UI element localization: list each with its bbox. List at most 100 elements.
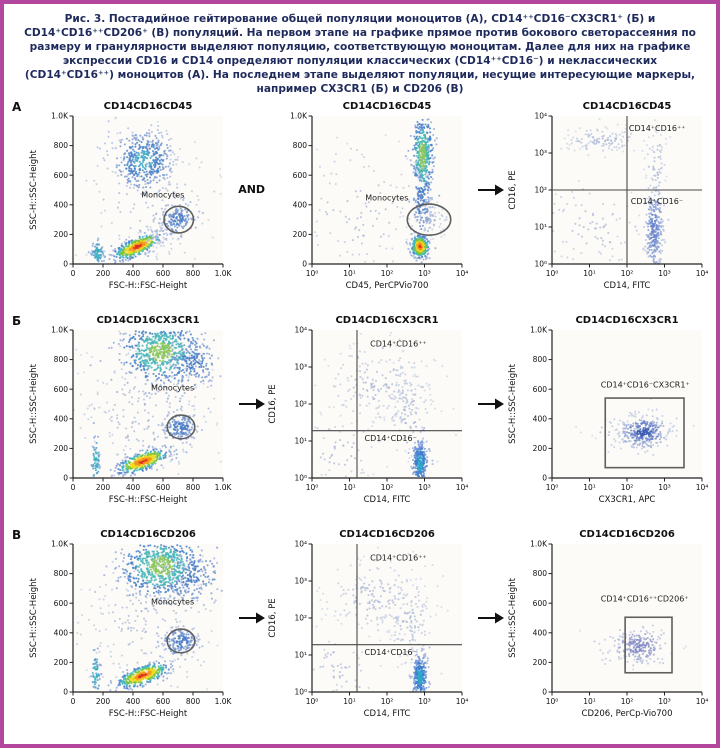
x-tick-label: 10⁴ [696, 483, 709, 492]
x-tick-label: 10⁴ [456, 483, 469, 492]
y-tick-label: 600 [293, 171, 308, 180]
row-label-Б: Б [12, 314, 22, 329]
y-tick-label: 10¹ [295, 437, 308, 446]
population-label: CD14⁺CD16⁺⁺ [629, 124, 686, 133]
x-tick-label: 400 [126, 483, 141, 492]
y-tick-label: 200 [54, 658, 69, 667]
figure-row-А: А 0 200 400 600 800 1.0K 0 200 400 600 800 1.0K CD14C… [6, 98, 716, 312]
population-label: Monocytes [151, 598, 194, 607]
population-label: CD14⁺CD16⁻ [631, 198, 683, 207]
x-tick-label: 10¹ [344, 269, 357, 278]
y-tick-label: 10² [295, 614, 308, 623]
plot-title: CD14CD16CD45 [343, 101, 432, 112]
y-tick-label: 10² [535, 186, 548, 195]
y-tick-label: 200 [533, 658, 548, 667]
population-label: CD14⁺CD16⁺⁺ [371, 340, 428, 349]
arrow-connector [476, 312, 506, 410]
arrow-connector [237, 526, 267, 624]
y-tick-label: 800 [54, 356, 69, 365]
monocyte-gate [166, 628, 196, 655]
y-axis-label: SSC-H::SSC-Height [508, 364, 518, 444]
population-label: CD14⁺CD16⁺⁺CD206⁺ [601, 595, 689, 604]
y-axis-label: CD16, PE [508, 171, 518, 210]
x-tick-label: 800 [186, 697, 201, 706]
y-tick-label: 200 [533, 444, 548, 453]
x-tick-label: 10¹ [583, 483, 596, 492]
y-tick-label: 10¹ [295, 651, 308, 660]
y-tick-label: 600 [54, 171, 69, 180]
x-tick-label: 10² [381, 483, 394, 492]
monocyte-gate [166, 414, 196, 441]
y-tick-label: 10⁴ [535, 112, 548, 121]
y-tick-label: 1.0K [51, 540, 69, 549]
x-tick-label: 200 [96, 697, 111, 706]
plot-title: CD14CD16CD206 [100, 529, 196, 540]
x-axis-label: CD14, FITC [604, 281, 651, 291]
x-tick-label: 200 [96, 269, 111, 278]
y-tick-label: 600 [54, 385, 69, 394]
x-tick-label: 400 [126, 697, 141, 706]
y-tick-label: 200 [54, 444, 69, 453]
plot-area [312, 330, 463, 479]
x-tick-label: 10¹ [583, 697, 596, 706]
arrow-icon [478, 184, 505, 196]
x-tick-label: 10¹ [344, 483, 357, 492]
arrow-icon [238, 612, 265, 624]
x-tick-label: 10⁴ [696, 697, 709, 706]
arrow-connector [237, 312, 267, 410]
population-label: CD14⁺CD16⁻ [365, 648, 417, 657]
flow-plot-Б-1-CD14CD16CX3CR1: 0 200 400 600 800 1.0K 0 200 400 600 800 1.0K CD14CD… [29, 315, 232, 505]
and-label: AND [238, 183, 266, 197]
y-tick-label: 10¹ [535, 223, 548, 232]
y-tick-label: 200 [54, 230, 69, 239]
x-tick-label: 10² [621, 269, 634, 278]
arrow-icon [478, 398, 505, 410]
x-tick-label: 10³ [419, 697, 432, 706]
x-tick-label: 10² [381, 269, 394, 278]
x-tick-label: 10⁰ [306, 269, 319, 278]
plot-title: CD14CD16CD45 [583, 101, 672, 112]
x-tick-label: 10² [621, 697, 634, 706]
x-axis-label: CX3CR1, APC [599, 495, 656, 505]
x-tick-label: 1.0K [214, 483, 232, 492]
y-tick-label: 1.0K [291, 112, 309, 121]
x-tick-label: 10² [381, 697, 394, 706]
x-tick-label: 10⁰ [306, 483, 319, 492]
y-axis-label: CD16, PE [268, 599, 278, 638]
x-tick-label: 10⁴ [456, 697, 469, 706]
x-tick-label: 1.0K [214, 697, 232, 706]
x-tick-label: 400 [126, 269, 141, 278]
flow-plot-Б-3-CD14CD16CX3CR1: 10⁰ 10¹ 10² 10³ 10⁴ 0 200 400 600 800 1.0K CD14CD16… [508, 315, 709, 505]
y-tick-label: 10⁰ [535, 260, 548, 269]
x-tick-label: 0 [70, 697, 75, 706]
y-axis-label: SSC-H::SSC-Height [29, 578, 39, 658]
figure-row-В: В 0 200 400 600 800 1.0K 0 200 400 600 800 1.0K CD14C… [6, 526, 716, 740]
plot-title: CD14CD16CX3CR1 [336, 315, 439, 326]
y-tick-label: 0 [63, 474, 68, 483]
y-tick-label: 10⁰ [295, 474, 308, 483]
x-tick-label: 600 [156, 483, 171, 492]
y-tick-label: 1.0K [51, 326, 69, 335]
x-axis-label: FSC-H::FSC-Height [109, 709, 188, 719]
y-tick-label: 400 [533, 629, 548, 638]
y-tick-label: 10⁴ [295, 326, 308, 335]
monocyte-gate [406, 203, 453, 237]
x-axis-label: FSC-H::FSC-Height [109, 281, 188, 291]
x-axis-label: CD14, FITC [364, 709, 411, 719]
figure-grid: А 0 200 400 600 800 1.0K 0 200 400 600 800 1.0K CD14C… [4, 98, 716, 740]
arrow-icon [478, 612, 505, 624]
x-tick-label: 0 [70, 269, 75, 278]
x-tick-label: 10³ [419, 483, 432, 492]
x-tick-label: 10² [621, 483, 634, 492]
plot-title: CD14CD16CD45 [104, 101, 193, 112]
y-tick-label: 0 [63, 688, 68, 697]
row-label-В: В [12, 528, 22, 543]
y-tick-label: 800 [533, 570, 548, 579]
plot-area [552, 330, 703, 479]
x-tick-label: 600 [156, 269, 171, 278]
x-tick-label: 10⁰ [546, 269, 559, 278]
population-label: CD14⁺CD16⁻CX3CR1⁺ [601, 381, 690, 390]
x-tick-label: 10³ [658, 483, 671, 492]
x-tick-label: 10⁰ [546, 483, 559, 492]
flow-plot-А-3-CD14CD16CD45: 10⁰ 10¹ 10² 10³ 10⁴ 10⁰ 10¹ 10² 10³ 10⁴ CD14CD16CD… [508, 101, 708, 291]
